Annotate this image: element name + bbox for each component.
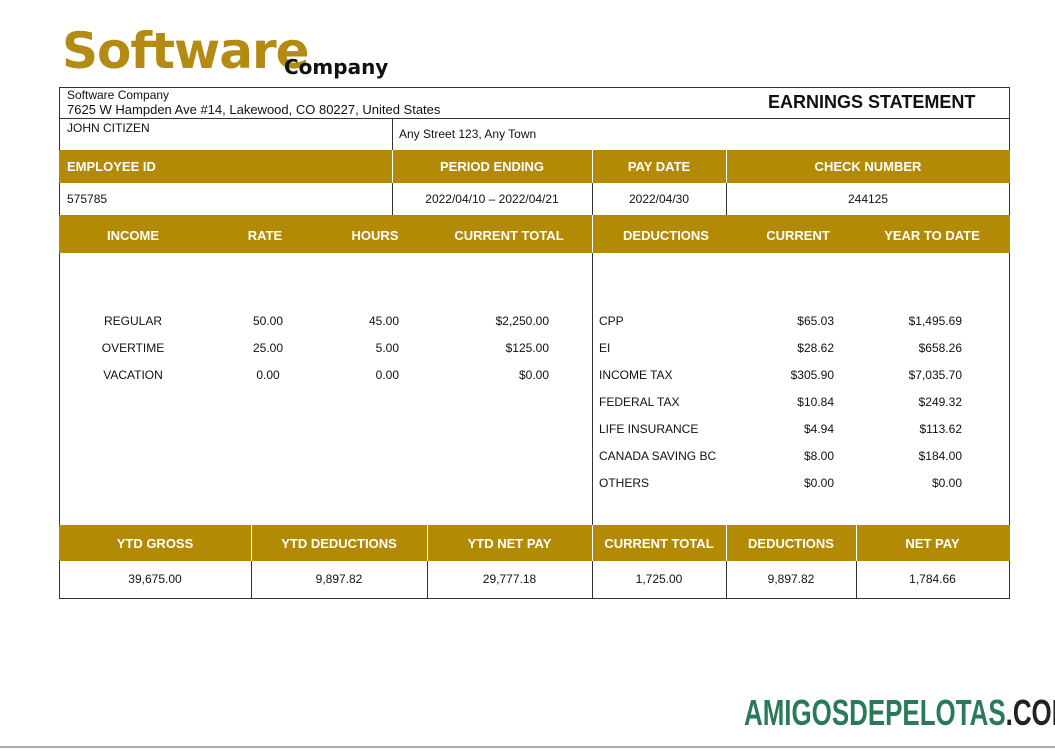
logo-software: Software <box>62 22 310 80</box>
header-rate: RATE <box>247 228 283 243</box>
summary-header-net-pay: NET PAY <box>905 536 960 551</box>
deduction-label: OTHERS <box>599 476 650 490</box>
deduction-current: $0.00 <box>803 476 834 490</box>
statement-title: EARNINGS STATEMENT <box>768 92 976 112</box>
watermark: AMIGOSDEPELOTAS.COM <box>744 692 1055 733</box>
deduction-current: $10.84 <box>797 395 834 409</box>
employee-id: 575785 <box>67 192 108 206</box>
pay-date: 2022/04/30 <box>628 192 690 206</box>
summary-net-pay: 1,784.66 <box>909 572 956 586</box>
header-period-ending: PERIOD ENDING <box>439 159 545 174</box>
summary-header-ytd-gross: YTD GROSS <box>116 536 194 551</box>
summary-ytd-net-pay: 29,777.18 <box>482 572 537 586</box>
deduction-ytd: $0.00 <box>931 476 962 490</box>
info-header-bar <box>59 150 1010 183</box>
income-rate: 50.00 <box>252 314 284 328</box>
summary-header-deductions: DEDUCTIONS <box>748 536 834 551</box>
period-ending: 2022/04/10 – 2022/04/21 <box>425 192 559 206</box>
header-hours: HOURS <box>351 228 399 243</box>
summary-header-ytd-net-pay: YTD NET PAY <box>467 536 552 551</box>
deduction-label: LIFE INSURANCE <box>599 422 699 436</box>
deduction-ytd: $184.00 <box>918 449 962 463</box>
company-name: Software Company <box>67 88 170 102</box>
deduction-label: FEDERAL TAX <box>599 395 680 409</box>
earnings-header-bar <box>59 215 1010 253</box>
header-deductions: DEDUCTIONS <box>623 228 709 243</box>
deduction-label: EI <box>599 341 611 355</box>
deduction-ytd: $7,035.70 <box>908 368 962 382</box>
deduction-current: $305.90 <box>790 368 834 382</box>
summary-header-ytd-deductions: YTD DEDUCTIONS <box>281 536 397 551</box>
summary-deductions: 9,897.82 <box>767 572 815 586</box>
summary-current-total: 1,725.00 <box>635 572 683 586</box>
header-income: INCOME <box>107 228 159 243</box>
header-ytd: YEAR TO DATE <box>884 228 980 243</box>
header-pay-date: PAY DATE <box>627 159 691 174</box>
deduction-label: INCOME TAX <box>599 368 673 382</box>
summary-header-current-total: CURRENT TOTAL <box>604 536 714 551</box>
income-rate: 0.00 <box>256 368 280 382</box>
deduction-current: $28.62 <box>797 341 834 355</box>
header-employee-id: EMPLOYEE ID <box>67 159 156 174</box>
deduction-label: CANADA SAVING BC <box>599 449 717 463</box>
summary-ytd-gross: 39,675.00 <box>128 572 182 586</box>
income-rate: 25.00 <box>252 341 284 355</box>
income-label: VACATION <box>103 368 163 382</box>
company-address: 7625 W Hampden Ave #14, Lakewood, CO 802… <box>67 102 441 117</box>
deduction-ytd: $658.26 <box>918 341 962 355</box>
deduction-current: $8.00 <box>803 449 834 463</box>
income-total: $2,250.00 <box>495 314 549 328</box>
income-hours: 5.00 <box>375 341 399 355</box>
summary-ytd-deductions: 9,897.82 <box>315 572 363 586</box>
deduction-current: $4.94 <box>803 422 834 436</box>
deduction-label: CPP <box>599 314 624 328</box>
income-label: REGULAR <box>103 314 163 328</box>
income-label: OVERTIME <box>101 341 165 355</box>
employee-address: Any Street 123, Any Town <box>399 127 537 141</box>
summary-header-bar <box>59 525 1010 561</box>
income-total: $0.00 <box>518 368 549 382</box>
header-current-total: CURRENT TOTAL <box>454 228 564 243</box>
check-number: 244125 <box>847 192 889 206</box>
employee-name: JOHN CITIZEN <box>67 121 150 135</box>
income-hours: 0.00 <box>375 368 399 382</box>
deduction-ytd: $249.32 <box>918 395 962 409</box>
income-total: $125.00 <box>505 341 549 355</box>
header-current: CURRENT <box>766 228 830 243</box>
deduction-ytd: $113.62 <box>919 422 963 436</box>
income-hours: 45.00 <box>368 314 399 328</box>
deduction-ytd: $1,495.69 <box>908 314 962 328</box>
statement-table <box>59 87 1010 599</box>
logo-company: Company <box>284 55 389 79</box>
deduction-current: $65.03 <box>797 314 834 328</box>
header-check-number: CHECK NUMBER <box>814 159 922 174</box>
